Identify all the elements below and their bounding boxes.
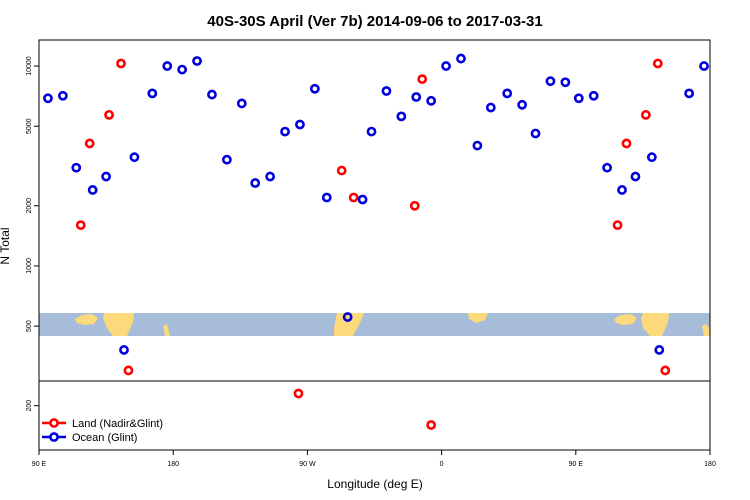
y-axis-label: N Total xyxy=(0,227,12,264)
ocean-point xyxy=(207,89,217,100)
ocean-point xyxy=(71,162,82,173)
map-landmass xyxy=(75,314,98,325)
ocean-point xyxy=(441,61,451,71)
x-tick-label: 180 xyxy=(704,461,716,468)
land-point xyxy=(84,138,95,149)
y-tick-label: 5000 xyxy=(26,118,33,134)
y-tick-label: 1000 xyxy=(26,258,33,274)
ocean-point xyxy=(485,102,496,113)
x-tick-label: 90 W xyxy=(299,461,316,468)
ocean-point xyxy=(129,152,140,163)
map-landmass xyxy=(702,324,710,336)
ocean-point xyxy=(545,76,556,87)
map-landmass xyxy=(163,324,170,336)
map-landmass xyxy=(334,313,364,336)
ocean-point xyxy=(221,154,232,165)
land-point xyxy=(116,58,126,69)
y-tick-label: 2000 xyxy=(26,198,33,214)
ocean-point xyxy=(411,92,422,102)
ocean-point xyxy=(295,119,305,130)
x-tick-label: 90 E xyxy=(32,461,47,468)
ocean-point xyxy=(321,192,332,203)
map-landmass xyxy=(641,313,669,336)
legend-land-marker xyxy=(49,418,59,428)
land-point xyxy=(417,74,428,85)
ocean-point xyxy=(699,61,709,71)
ocean-point xyxy=(43,93,53,104)
y-axis: 200 500 1000 2000 5000 10000 xyxy=(26,56,39,411)
map-ocean-band xyxy=(39,313,710,336)
land-point xyxy=(426,420,437,430)
ocean-point xyxy=(265,171,276,182)
ocean-point xyxy=(560,77,571,88)
ocean-point xyxy=(87,185,98,195)
ocean-point xyxy=(177,64,188,75)
land-point xyxy=(104,109,114,120)
land-point xyxy=(348,192,359,203)
legend: Land (Nadir&Glint) Ocean (Glint) xyxy=(42,418,163,444)
ocean-point xyxy=(573,93,584,104)
legend-land-label: Land (Nadir&Glint) xyxy=(72,418,163,430)
ocean-point xyxy=(236,98,247,109)
ocean-point xyxy=(192,56,202,66)
x-axis-label: Longitude (deg E) xyxy=(327,477,422,491)
chart-title: 40S-30S April (Ver 7b) 2014-09-06 to 201… xyxy=(207,13,542,30)
map-strip xyxy=(39,313,710,336)
ocean-point xyxy=(162,61,173,71)
ocean-point xyxy=(630,171,641,182)
map-landmass xyxy=(614,314,637,325)
ocean-point xyxy=(250,178,261,188)
ocean-point xyxy=(502,88,513,99)
ocean-point xyxy=(357,194,368,205)
y-tick-label: 500 xyxy=(26,320,33,332)
ocean-point xyxy=(684,88,695,99)
land-point xyxy=(75,220,86,231)
ocean-point xyxy=(456,53,466,64)
x-tick-label: 90 E xyxy=(569,461,584,468)
x-tick-label: 180 xyxy=(167,461,179,468)
land-point xyxy=(621,138,632,149)
ocean-point xyxy=(396,111,407,122)
ocean-point xyxy=(309,83,320,94)
land-point xyxy=(660,365,671,376)
ocean-point xyxy=(119,345,129,355)
land-point xyxy=(652,58,663,69)
plot-frame xyxy=(38,39,711,451)
ocean-point xyxy=(530,128,541,139)
ocean-point xyxy=(588,90,599,101)
ocean-point xyxy=(366,126,377,137)
y-tick-label: 10000 xyxy=(26,56,33,76)
map-landmass xyxy=(103,313,134,336)
land-point xyxy=(336,165,347,176)
ocean-point xyxy=(101,171,111,182)
ocean-point xyxy=(57,90,68,101)
ocean-point xyxy=(472,140,483,151)
ocean-point xyxy=(280,126,290,137)
land-point xyxy=(123,365,134,376)
ocean-point xyxy=(342,312,353,322)
x-tick-label: 0 xyxy=(440,461,444,468)
land-point xyxy=(640,109,651,120)
ocean-point xyxy=(646,152,657,163)
land-point xyxy=(293,388,304,399)
legend-ocean-marker xyxy=(49,432,59,442)
x-axis: 90 E 180 90 W 0 90 E 180 xyxy=(32,450,716,468)
land-point xyxy=(612,220,623,231)
y-tick-label: 200 xyxy=(26,400,33,412)
ocean-point xyxy=(617,185,627,195)
ocean-point xyxy=(147,88,158,99)
ocean-point xyxy=(381,86,392,96)
data-points xyxy=(43,53,709,430)
ocean-point xyxy=(426,95,437,106)
ocean-point xyxy=(517,99,528,110)
ocean-point xyxy=(602,162,613,173)
legend-ocean-label: Ocean (Glint) xyxy=(72,432,137,444)
land-point xyxy=(409,200,420,211)
map-landmass xyxy=(468,313,488,323)
ocean-point xyxy=(654,345,665,355)
